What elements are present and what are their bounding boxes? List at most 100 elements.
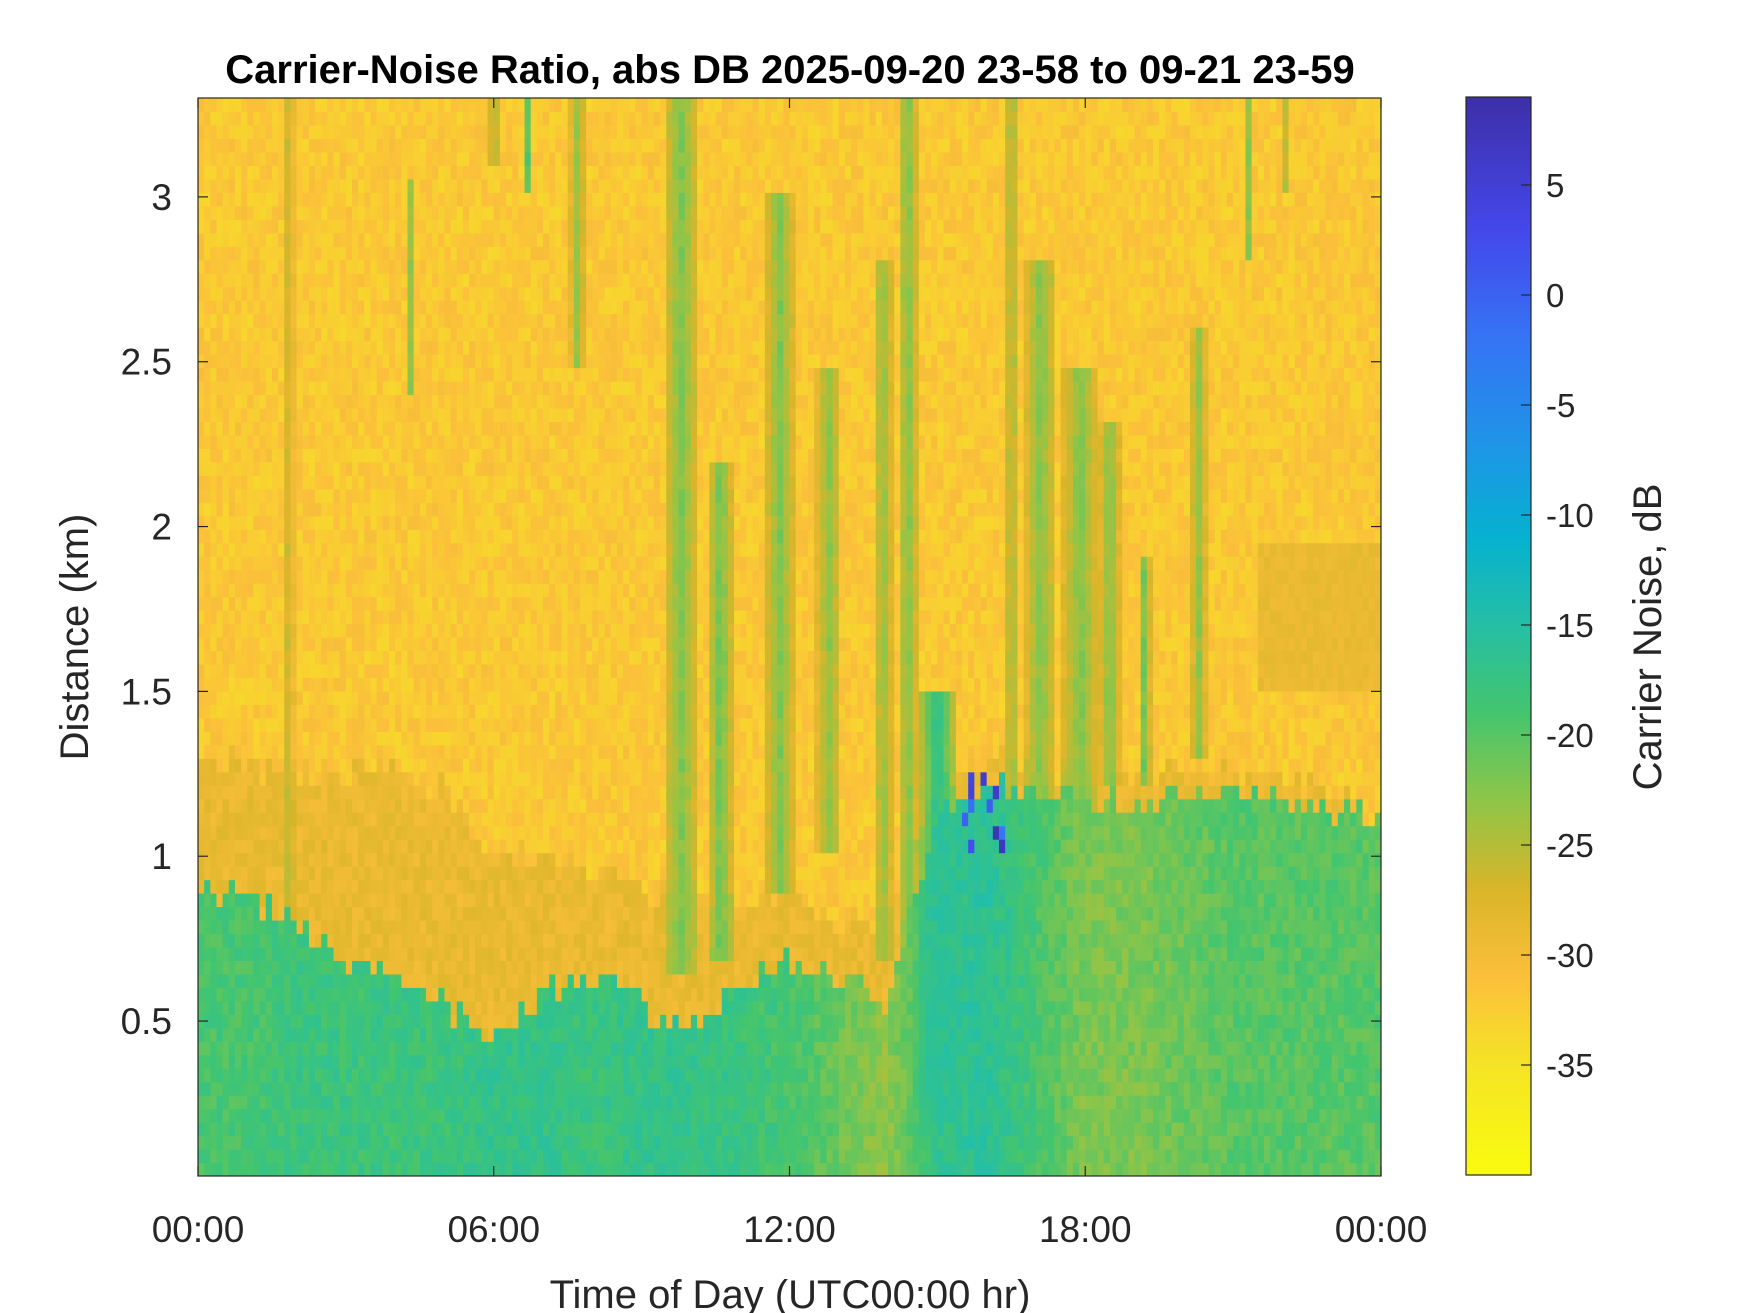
heatmap-cell [204, 151, 211, 166]
heatmap-cell [222, 367, 230, 382]
heatmap-cell [487, 973, 495, 988]
heatmap-cell [278, 98, 285, 113]
heatmap-cell [352, 1068, 359, 1083]
heatmap-cell [296, 354, 304, 369]
heatmap-cell [327, 1149, 335, 1164]
heatmap-cell [290, 839, 298, 854]
heatmap-cell [358, 313, 365, 328]
heatmap-cell [259, 1162, 267, 1176]
heatmap-cell [432, 852, 439, 867]
heatmap-cell [438, 313, 446, 328]
heatmap-cell [228, 650, 236, 665]
heatmap-cell [265, 354, 273, 369]
heatmap-cell [407, 919, 415, 935]
heatmap-cell [352, 717, 359, 732]
heatmap-cell [432, 219, 439, 234]
heatmap-cell [370, 771, 378, 786]
heatmap-cell [518, 1122, 526, 1137]
heatmap-cell [198, 327, 205, 342]
heatmap-cell [339, 138, 347, 153]
heatmap-cell [302, 1149, 310, 1164]
heatmap-cell [438, 596, 446, 611]
heatmap-cell [413, 448, 421, 463]
heatmap-cell [530, 138, 538, 153]
heatmap-cell [413, 1108, 421, 1123]
heatmap-cell [327, 906, 335, 921]
heatmap-cell [321, 987, 328, 1002]
heatmap-cell [271, 111, 279, 126]
heatmap-cell [413, 960, 421, 975]
heatmap-cell [278, 515, 285, 530]
heatmap-cell [210, 1068, 218, 1083]
heatmap-cell [573, 407, 581, 422]
heatmap-cell [506, 731, 513, 746]
heatmap-cell [401, 610, 409, 625]
heatmap-cell [506, 327, 513, 342]
heatmap-cell [271, 596, 279, 611]
heatmap-cell [530, 973, 538, 988]
heatmap-cell [271, 677, 279, 692]
heatmap-cell [407, 637, 415, 652]
heatmap-cell [475, 825, 483, 840]
heatmap-cell [475, 542, 483, 557]
heatmap-cell [444, 1054, 452, 1069]
heatmap-cell [512, 205, 519, 220]
heatmap-cell [573, 1014, 581, 1029]
heatmap-cell [475, 178, 483, 193]
heatmap-cell [512, 367, 519, 382]
heatmap-cell [241, 273, 248, 288]
heatmap-cell [228, 434, 236, 449]
heatmap-cell [364, 744, 372, 759]
heatmap-cell [506, 1162, 513, 1176]
heatmap-cell [210, 852, 218, 867]
heatmap-cell [389, 529, 396, 544]
heatmap-cell [302, 1027, 310, 1042]
heatmap-cell [364, 502, 372, 517]
heatmap-cell [345, 300, 353, 315]
heatmap-cell [567, 1095, 575, 1110]
heatmap-cell [339, 192, 347, 207]
heatmap-cell [228, 610, 236, 625]
heatmap-cell [389, 421, 396, 436]
heatmap-cell [567, 919, 575, 935]
heatmap-cell [358, 906, 365, 921]
heatmap-cell [456, 1068, 464, 1083]
heatmap-cell [308, 690, 316, 705]
heatmap-cell [382, 111, 390, 126]
heatmap-cell [228, 1122, 236, 1137]
heatmap-cell [518, 461, 526, 476]
heatmap-cell [358, 866, 365, 881]
heatmap-cell [364, 583, 372, 598]
heatmap-cell [327, 933, 335, 948]
heatmap-cell [487, 286, 495, 301]
heatmap-cell [241, 475, 248, 490]
heatmap-cell [549, 273, 556, 288]
heatmap-cell [198, 1041, 205, 1056]
heatmap-cell [561, 286, 569, 301]
heatmap-cell [210, 111, 218, 126]
heatmap-cell [222, 529, 230, 544]
heatmap-cell [204, 650, 211, 665]
heatmap-cell [549, 394, 556, 409]
heatmap-cell [573, 946, 581, 961]
heatmap-cell [401, 852, 409, 867]
heatmap-cell [395, 1122, 402, 1137]
heatmap-cell [358, 461, 365, 476]
heatmap-cell [296, 556, 304, 571]
heatmap-cell [567, 650, 575, 665]
heatmap-cell [395, 623, 402, 638]
heatmap-cell [210, 623, 218, 638]
heatmap-cell [364, 785, 372, 800]
heatmap-cell [259, 165, 267, 180]
heatmap-cell [265, 1095, 273, 1110]
heatmap-cell [265, 825, 273, 840]
heatmap-cell [444, 663, 452, 679]
heatmap-cell [296, 663, 304, 679]
heatmap-cell [499, 138, 507, 153]
heatmap-cell [204, 367, 211, 382]
heatmap-cell [543, 704, 550, 719]
heatmap-cell [271, 771, 279, 786]
heatmap-cell [216, 151, 224, 166]
heatmap-cell [395, 394, 402, 409]
heatmap-cell [487, 151, 495, 166]
